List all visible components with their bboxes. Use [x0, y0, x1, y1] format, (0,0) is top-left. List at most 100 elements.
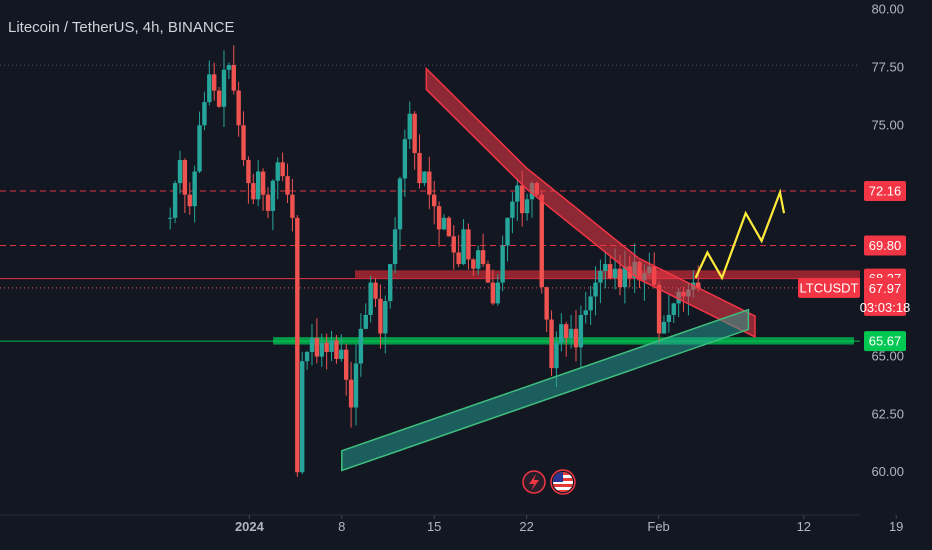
- candle-body: [368, 282, 373, 315]
- candle-body: [671, 303, 676, 315]
- candle-body: [549, 319, 554, 369]
- candle-body: [304, 351, 310, 362]
- channels: [341, 66, 756, 472]
- candle-body: [280, 162, 285, 177]
- candle-body: [554, 342, 559, 369]
- candle-body: [300, 361, 305, 473]
- candle-body: [446, 217, 452, 237]
- candle-body: [256, 171, 261, 200]
- candle-body: [593, 282, 598, 297]
- time-axis[interactable]: 5202481522Feb1219: [0, 515, 903, 534]
- candle-body: [334, 340, 339, 359]
- candle-body: [407, 113, 412, 140]
- symbol-tag: LTCUSDT: [800, 280, 859, 295]
- candle-body: [221, 69, 227, 107]
- candle-body: [260, 171, 266, 195]
- candle-body: [329, 340, 334, 352]
- us-flag-icon[interactable]: [550, 469, 576, 495]
- symbol-title[interactable]: Litecoin / TetherUS, 4h, BINANCE: [8, 19, 235, 36]
- candle-body: [520, 185, 525, 214]
- candle-body: [661, 321, 667, 334]
- candle-body: [422, 171, 427, 184]
- candle-body: [383, 301, 388, 334]
- candle-body: [505, 217, 510, 246]
- plot-area: [0, 45, 860, 477]
- time-tick-label: 15: [427, 519, 441, 534]
- candle-body: [539, 194, 544, 288]
- current-price-value: 67.97: [869, 281, 902, 296]
- candle-body: [573, 328, 579, 348]
- price-tick-label: 60.00: [871, 464, 904, 479]
- candle-body: [226, 65, 232, 70]
- time-tick-label: Feb: [647, 519, 669, 534]
- candle-body: [608, 264, 613, 278]
- ascending-support-channel: [341, 308, 750, 472]
- candle-body: [397, 178, 403, 230]
- projection-line: [694, 188, 786, 281]
- candle-body: [192, 171, 197, 207]
- candle-body: [216, 90, 222, 107]
- candle-body: [432, 194, 437, 207]
- candle-body: [510, 201, 515, 218]
- candle-body: [270, 180, 276, 211]
- symbol-tag-bg: [798, 277, 860, 298]
- candle-body: [353, 363, 359, 408]
- price-tick-label: 80.00: [871, 2, 904, 17]
- candle-body: [168, 217, 173, 219]
- candle-body: [461, 229, 466, 265]
- price-tick-label: 62.50: [871, 406, 904, 421]
- price-tag-level-bg: [864, 180, 906, 201]
- price-tag-level: 72.16: [864, 180, 906, 201]
- candle-body: [309, 338, 315, 352]
- price-tag-support-text: 65.67: [869, 334, 902, 349]
- candle-body: [207, 74, 212, 103]
- candle-body: [285, 176, 290, 195]
- price-tag-support: 65.67: [864, 331, 906, 352]
- candle-body: [441, 217, 447, 230]
- candle-body: [388, 264, 393, 302]
- candle-body: [490, 282, 496, 304]
- candle-body: [417, 153, 422, 184]
- candle-body: [564, 324, 569, 339]
- candle-body: [290, 194, 295, 218]
- candle-body: [251, 183, 256, 200]
- time-tick-label: 8: [338, 519, 345, 534]
- candle-body: [324, 342, 329, 352]
- candle-body: [524, 199, 530, 214]
- candle-body: [187, 194, 192, 207]
- candle-body: [471, 259, 476, 269]
- candle-body: [348, 379, 354, 408]
- candle-body: [172, 183, 178, 218]
- candle-body: [378, 298, 383, 334]
- candle-body: [241, 125, 246, 160]
- price-tick-label: 65.00: [871, 349, 904, 364]
- candle-body: [588, 296, 593, 311]
- candle-body: [617, 268, 623, 288]
- candle-body: [666, 314, 672, 322]
- descending-resistance-channel: [425, 66, 756, 339]
- candle-body: [485, 264, 491, 283]
- lightning-icon[interactable]: [522, 470, 546, 494]
- candle-body: [231, 65, 236, 91]
- candle-body: [402, 139, 408, 179]
- candle-body: [495, 282, 500, 304]
- candle-body: [696, 282, 701, 288]
- price-tick-label: 77.50: [871, 59, 904, 74]
- candle-body: [339, 349, 344, 359]
- candle-body: [319, 342, 324, 357]
- horizontal-support-zone: [273, 337, 854, 345]
- candle-body: [603, 264, 608, 272]
- price-tick-label: 75.00: [871, 117, 904, 132]
- candle-body: [202, 102, 207, 126]
- candle-body: [451, 236, 456, 253]
- price-axis[interactable]: 80.00 77.50 75.00 62.50 60.00 65.00: [871, 2, 904, 480]
- candle-body: [363, 314, 368, 329]
- candle-body: [515, 185, 520, 202]
- candle-body: [622, 266, 628, 288]
- time-tick-label: 2024: [235, 519, 265, 534]
- projection-path: [694, 188, 786, 281]
- time-tick-label: 19: [889, 519, 903, 534]
- candle-body: [265, 194, 271, 211]
